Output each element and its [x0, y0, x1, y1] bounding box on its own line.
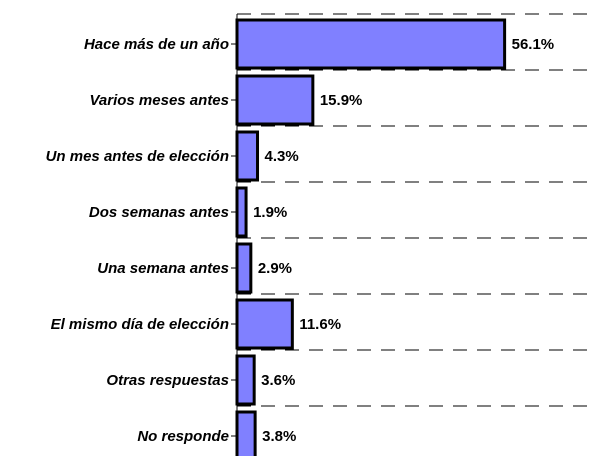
category-label: Dos semanas antes [89, 204, 229, 221]
value-label: 3.8% [262, 428, 296, 445]
bar [235, 298, 294, 350]
bar [235, 242, 253, 294]
value-label: 11.6% [299, 316, 341, 333]
category-label: Hace más de un año [84, 36, 229, 53]
category-label: El mismo día de elección [51, 316, 229, 333]
bar [235, 186, 248, 238]
bar [235, 354, 256, 406]
value-label: 15.9% [320, 92, 363, 109]
bar [235, 18, 507, 70]
bar [235, 74, 315, 126]
bar [235, 410, 257, 456]
value-label: 3.6% [261, 372, 295, 389]
value-label: 1.9% [253, 204, 287, 221]
bar [235, 130, 260, 182]
category-label: Otras respuestas [106, 372, 229, 389]
value-label: 4.3% [265, 148, 299, 165]
category-label: Un mes antes de elección [46, 148, 229, 165]
value-label: 2.9% [258, 260, 292, 277]
category-label: Varios meses antes [89, 92, 229, 109]
category-label: No responde [137, 428, 229, 445]
category-label: Una semana antes [97, 260, 229, 277]
value-label: 56.1% [512, 36, 555, 53]
